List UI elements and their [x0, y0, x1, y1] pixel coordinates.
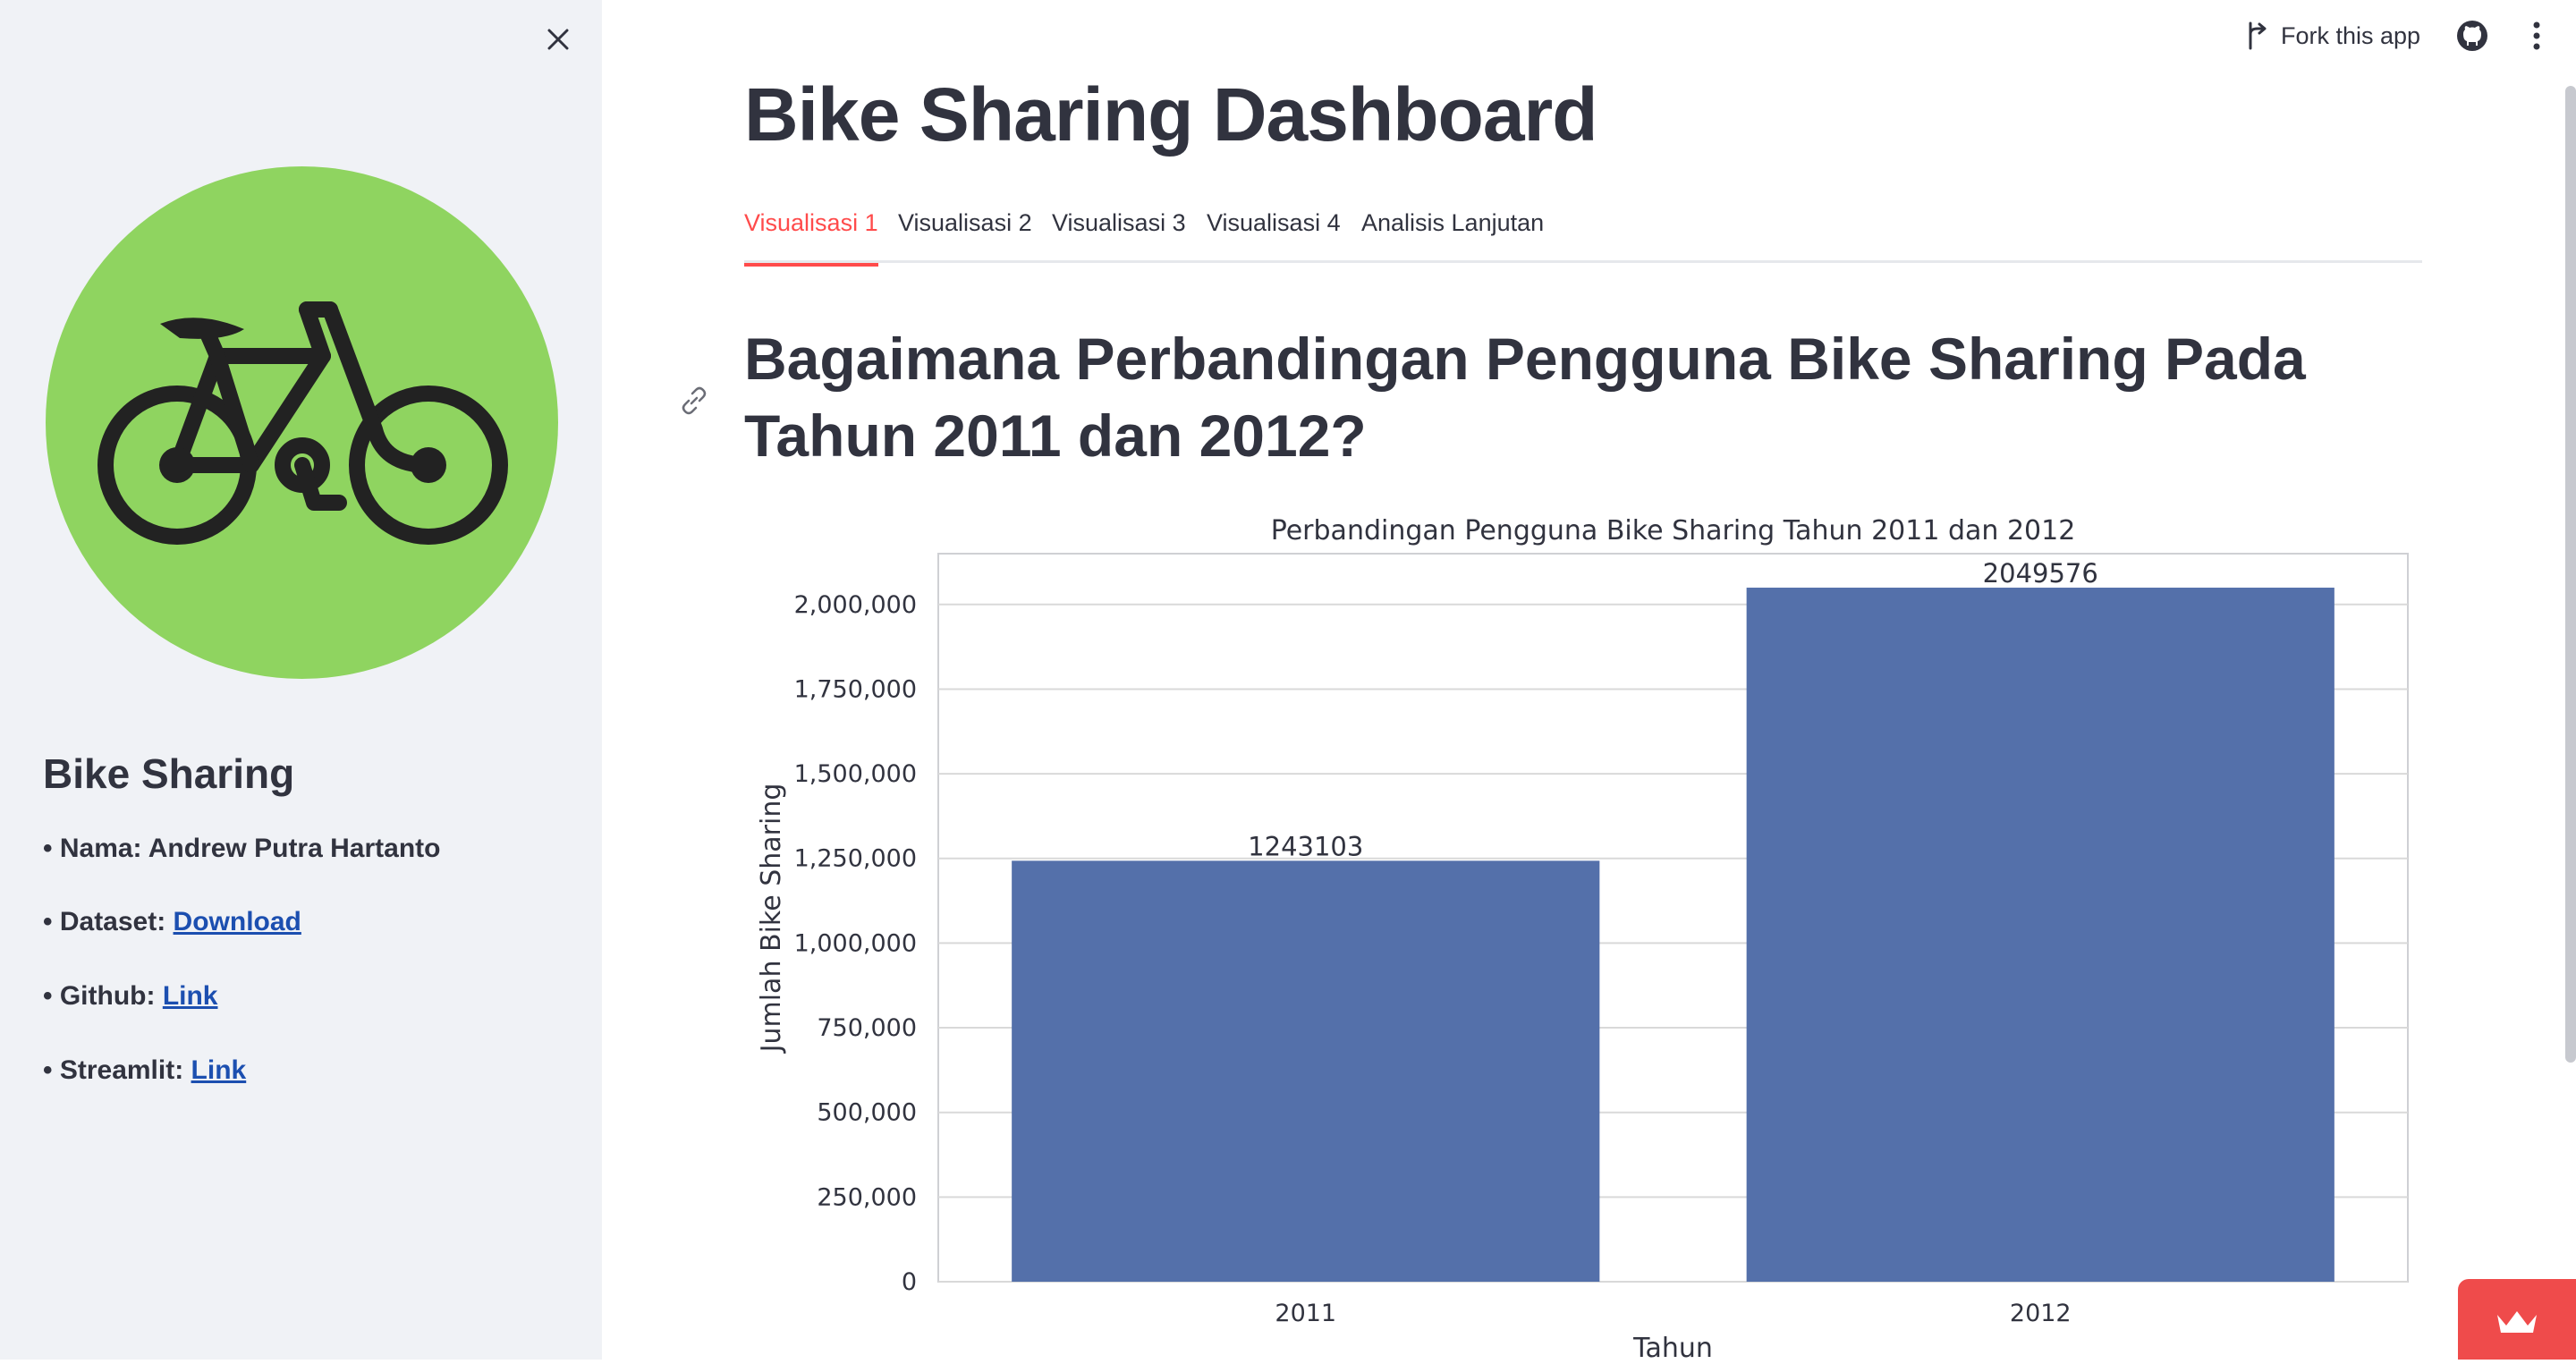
bar-chart: 0 250,000 500,000 750,000 1,000,000 1,250,000…	[756, 515, 2409, 1364]
bar-2011	[1012, 860, 1600, 1282]
bicycle-logo-icon	[46, 166, 558, 679]
x-tick-label: 2012	[2010, 1300, 2072, 1327]
info-streamlit: • Streamlit: Link	[43, 1055, 246, 1086]
info-dataset: • Dataset: Download	[43, 907, 301, 937]
y-tick-label: 0	[902, 1268, 917, 1296]
sidebar-title: Bike Sharing	[43, 750, 295, 797]
link-anchor-icon[interactable]	[676, 383, 712, 419]
sidebar: Bike Sharing • Nama: Andrew Putra Hartan…	[0, 0, 602, 1360]
streamlit-link[interactable]: Link	[191, 1055, 247, 1085]
streamlit-badge[interactable]	[2458, 1279, 2576, 1360]
close-icon[interactable]	[540, 21, 576, 57]
y-tick-label: 1,500,000	[794, 760, 917, 788]
tab-bar: Visualisasi 1 Visualisasi 2 Visualisasi …	[744, 206, 2422, 267]
section-question-heading: Bagaimana Perbandingan Pengguna Bike Sha…	[744, 326, 2306, 469]
fork-app-label: Fork this app	[2281, 21, 2421, 49]
dataset-download-link[interactable]: Download	[173, 907, 301, 936]
info-streamlit-label: • Streamlit:	[43, 1055, 191, 1085]
data-label-2011: 1243103	[1248, 831, 1363, 861]
y-tick-label: 1,000,000	[794, 929, 917, 957]
github-link[interactable]: Link	[162, 981, 218, 1011]
info-dataset-label: • Dataset:	[43, 907, 174, 936]
data-label-2012: 2049576	[1983, 558, 2098, 589]
y-tick-label: 750,000	[817, 1014, 917, 1042]
info-github: • Github: Link	[43, 981, 217, 1012]
info-nama-text: • Nama: Andrew Putra Hartanto	[43, 834, 441, 863]
x-tick-label: 2011	[1275, 1300, 1336, 1327]
tab-analisis-lanjutan[interactable]: Analisis Lanjutan	[1361, 209, 1545, 236]
y-axis-label: Jumlah Bike Sharing	[756, 784, 787, 1055]
vertical-scrollbar[interactable]	[2565, 86, 2576, 1063]
github-icon[interactable]	[2456, 20, 2488, 52]
tab-visualisasi-1[interactable]: Visualisasi 1	[744, 209, 878, 267]
y-tick-label: 2,000,000	[794, 591, 917, 619]
info-nama: • Nama: Andrew Putra Hartanto	[43, 834, 440, 864]
tab-visualisasi-2[interactable]: Visualisasi 2	[898, 209, 1032, 236]
tab-visualisasi-3[interactable]: Visualisasi 3	[1052, 209, 1186, 236]
chart-title: Perbandingan Pengguna Bike Sharing Tahun…	[1271, 515, 2076, 546]
x-axis-label: Tahun	[1632, 1333, 1713, 1360]
y-tick-label: 500,000	[817, 1099, 917, 1127]
bar-chart-container: 0 250,000 500,000 750,000 1,000,000 1,250,000…	[744, 501, 2435, 1364]
tab-visualisasi-4[interactable]: Visualisasi 4	[1207, 209, 1341, 236]
more-menu-icon[interactable]	[2524, 18, 2549, 54]
y-tick-label: 250,000	[817, 1183, 917, 1211]
crown-icon	[2497, 1311, 2537, 1333]
y-tick-label: 1,250,000	[794, 845, 917, 873]
fork-app-button[interactable]: Fork this app	[2243, 18, 2420, 54]
info-github-label: • Github:	[43, 981, 163, 1011]
bar-2012	[1746, 588, 2334, 1282]
y-tick-label: 1,750,000	[794, 675, 917, 703]
page-title: Bike Sharing Dashboard	[744, 72, 1598, 157]
fork-icon	[2249, 21, 2267, 50]
